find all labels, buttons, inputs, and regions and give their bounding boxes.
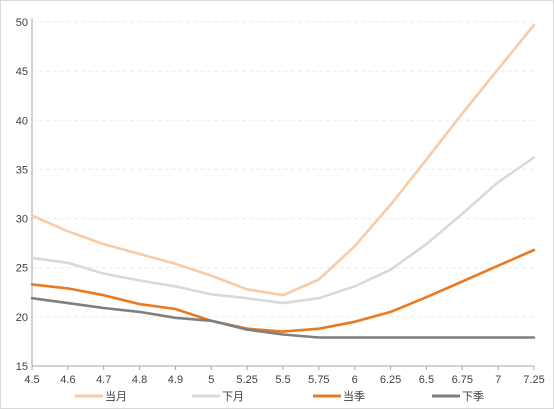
x-tick-label: 6.75 [452, 374, 473, 386]
x-tick-label: 6.25 [380, 374, 401, 386]
series-lines [30, 23, 536, 339]
y-tick-label: 20 [16, 312, 28, 324]
series-line-2 [30, 156, 536, 305]
x-tick-label: 4.7 [96, 374, 111, 386]
x-tick-label: 6 [352, 374, 358, 386]
y-tick-label: 15 [16, 361, 28, 373]
legend-label: 当月 [105, 389, 127, 403]
y-tick-label: 25 [16, 263, 28, 275]
series-line-4 [30, 296, 536, 339]
x-tick-label: 5.25 [236, 374, 257, 386]
x-tick-labels: 4.5 4.6 4.7 4.8 4.9 5 5.25 5.5 5.75 6 6.25 6.5 6.75 7… [24, 374, 544, 386]
x-tick-label: 4.5 [24, 374, 39, 386]
gridlines [32, 21, 534, 318]
y-tick-label: 35 [16, 164, 28, 176]
legend-label: 当季 [343, 389, 365, 403]
x-tick-label: 4.9 [168, 374, 183, 386]
y-tick-label: 30 [16, 214, 28, 226]
series-line-1 [30, 23, 536, 297]
x-tick-label: 7 [495, 374, 501, 386]
x-tick-label: 5.5 [275, 374, 290, 386]
axes [31, 18, 535, 370]
series-line-3 [30, 248, 536, 333]
x-tick-label: 6.5 [419, 374, 434, 386]
y-tick-labels: 15 20 25 30 35 40 45 50 [16, 17, 28, 373]
y-tick-label: 45 [16, 66, 28, 78]
x-tick-label: 4.8 [132, 374, 147, 386]
x-tick-label: 7.25 [523, 374, 544, 386]
x-tick-label: 5.75 [308, 374, 329, 386]
legend-label: 下月 [222, 391, 244, 403]
legend-label: 下季 [462, 390, 484, 403]
y-tick-label: 40 [16, 115, 28, 127]
x-tick-label: 4.6 [60, 374, 75, 386]
legend: 当月 下月 当季 下季 [75, 389, 484, 403]
y-tick-label: 50 [16, 17, 28, 29]
x-tick-label: 5 [208, 374, 214, 386]
